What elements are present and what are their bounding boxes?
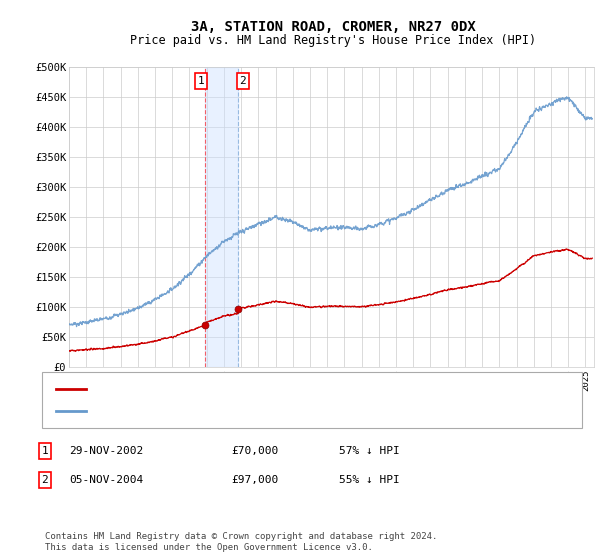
Text: Price paid vs. HM Land Registry's House Price Index (HPI): Price paid vs. HM Land Registry's House …	[130, 34, 536, 46]
Text: HPI: Average price, detached house, North Norfolk: HPI: Average price, detached house, Nort…	[93, 407, 399, 417]
Text: £97,000: £97,000	[231, 475, 278, 485]
Text: 55% ↓ HPI: 55% ↓ HPI	[339, 475, 400, 485]
Text: 2: 2	[239, 76, 246, 86]
Text: 2: 2	[41, 475, 49, 485]
Text: Contains HM Land Registry data © Crown copyright and database right 2024.
This d: Contains HM Land Registry data © Crown c…	[45, 532, 437, 552]
Text: £70,000: £70,000	[231, 446, 278, 456]
Text: 05-NOV-2004: 05-NOV-2004	[69, 475, 143, 485]
Text: 1: 1	[197, 76, 204, 86]
Text: 1: 1	[41, 446, 49, 456]
Text: 29-NOV-2002: 29-NOV-2002	[69, 446, 143, 456]
Text: 57% ↓ HPI: 57% ↓ HPI	[339, 446, 400, 456]
Text: 3A, STATION ROAD, CROMER, NR27 0DX (detached house): 3A, STATION ROAD, CROMER, NR27 0DX (deta…	[93, 384, 412, 394]
Text: 3A, STATION ROAD, CROMER, NR27 0DX: 3A, STATION ROAD, CROMER, NR27 0DX	[191, 20, 475, 34]
Bar	[205, 67, 238, 367]
